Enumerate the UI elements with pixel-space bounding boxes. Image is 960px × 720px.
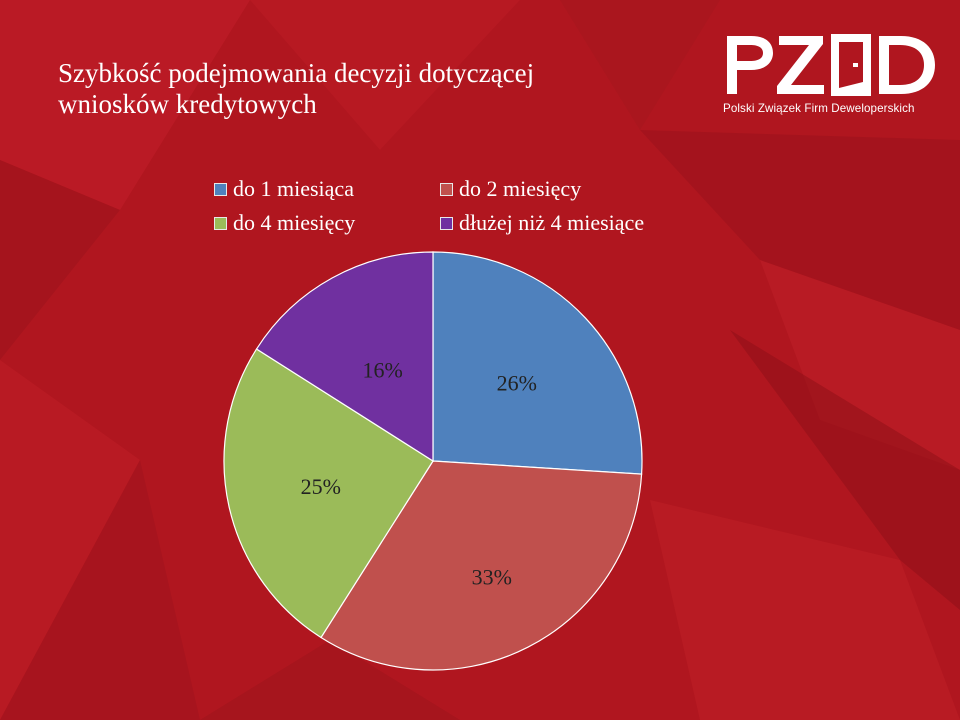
pie-data-label-2: 33% bbox=[472, 564, 512, 589]
pie-slice-1 bbox=[432, 251, 643, 475]
legend-swatch-purple bbox=[440, 216, 453, 230]
slide-title: Szybkość podejmowania decyzji dotyczącej… bbox=[58, 58, 618, 120]
logo-tagline: Polski Związek Firm Deweloperskich bbox=[723, 102, 915, 115]
legend-item-4: dłużej niż 4 miesiące bbox=[440, 210, 644, 236]
legend-label: do 1 miesiąca bbox=[233, 176, 354, 201]
pie-data-label-3: 25% bbox=[301, 474, 341, 499]
pie-data-label-1: 26% bbox=[497, 370, 537, 395]
legend-item-3: do 4 miesięcy bbox=[214, 210, 355, 236]
legend-label: dłużej niż 4 miesiące bbox=[459, 210, 645, 235]
legend-item-2: do 2 miesięcy bbox=[440, 176, 581, 202]
legend-label: do 4 miesięcy bbox=[233, 210, 356, 235]
pzfd-logo: Polski Związek Firm Deweloperskich bbox=[723, 30, 938, 120]
slide-title-line-1: Szybkość podejmowania decyzji dotyczącej bbox=[58, 58, 535, 88]
slide-title-line-2: wniosków kredytowych bbox=[58, 89, 317, 119]
pie-slice-2 bbox=[320, 460, 643, 671]
legend-swatch-blue bbox=[214, 182, 227, 196]
legend-swatch-green bbox=[214, 216, 227, 230]
legend-label: do 2 miesięcy bbox=[459, 176, 582, 201]
pie-slice-4 bbox=[255, 251, 434, 463]
pzfd-wordmark-graphic bbox=[727, 34, 935, 96]
pie-slice-3 bbox=[223, 348, 434, 639]
pie-data-label-4: 16% bbox=[362, 357, 402, 382]
legend-item-1: do 1 miesiąca bbox=[214, 176, 354, 202]
legend-swatch-red bbox=[440, 182, 453, 196]
